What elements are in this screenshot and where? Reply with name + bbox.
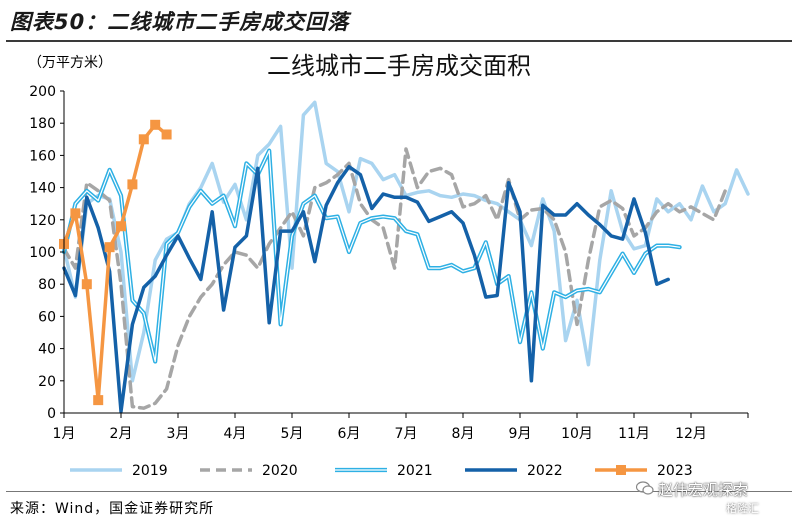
- y-tick-label: 40: [38, 342, 56, 358]
- series-2023-point: [93, 395, 104, 406]
- watermark-text: 赵伟宏观探索: [658, 481, 749, 499]
- x-tick-label: 4月: [224, 426, 247, 442]
- y-tick-label: 100: [29, 245, 56, 261]
- figure-title: 图表50：二线城市二手房成交回落: [10, 10, 350, 34]
- legend: 2019 2020 2021 2022 2023: [70, 463, 693, 479]
- x-tick-label: 3月: [167, 426, 190, 442]
- series-2022-line: [62, 164, 670, 414]
- source-divider: [6, 491, 792, 492]
- series-2023-point: [127, 179, 138, 190]
- y-axis-unit-label: （万平方米）: [28, 55, 112, 71]
- x-tick-label: 2月: [110, 426, 133, 442]
- y-tick-label: 200: [29, 84, 56, 100]
- x-tick-label: 9月: [509, 426, 532, 442]
- legend-label: 2020: [262, 463, 298, 479]
- series-2023-point: [161, 129, 172, 140]
- y-tick-label: 80: [38, 277, 56, 293]
- series-2021-line: [63, 150, 681, 363]
- series-layer: [59, 100, 750, 414]
- legend-label: 2019: [132, 463, 168, 479]
- title-divider: [6, 40, 792, 42]
- series-2023-point: [70, 208, 81, 219]
- series-2023-point: [81, 279, 92, 290]
- x-tick-label: 10月: [561, 426, 593, 442]
- x-tick-label: 6月: [338, 426, 361, 442]
- y-tick-label: 60: [38, 309, 56, 325]
- x-tick-label: 7月: [395, 426, 418, 442]
- watermark: 赵伟宏观探索 格隆汇: [630, 475, 795, 519]
- axis-layer: 0 20 40 60 80 100 120 140 160 180 200 1月 2月 3月 4月 5月 6月 7…: [29, 84, 749, 442]
- legend-marker: [616, 465, 626, 475]
- series-2023-point: [150, 119, 161, 130]
- x-tick-label: 11月: [618, 426, 650, 442]
- y-tick-label: 20: [38, 374, 56, 390]
- series-2023-point: [116, 221, 126, 232]
- series-2023-point: [138, 134, 149, 145]
- source-note: 来源：Wind，国金证券研究所: [10, 501, 215, 517]
- legend-label: 2023: [657, 463, 693, 479]
- legend-label: 2021: [397, 463, 433, 479]
- x-tick-label: 5月: [281, 426, 304, 442]
- watermark-subtext: 格隆汇: [726, 502, 759, 515]
- y-tick-label: 120: [29, 213, 56, 229]
- legend-label: 2022: [527, 463, 563, 479]
- y-tick-label: 140: [29, 181, 56, 197]
- series-2023-point: [104, 242, 115, 253]
- x-tick-label: 1月: [53, 426, 76, 442]
- chart-title: 二线城市二手房成交面积: [267, 52, 531, 80]
- y-tick-label: 160: [29, 148, 56, 164]
- series-2023-line: [62, 123, 169, 402]
- x-tick-label: 12月: [675, 426, 707, 442]
- y-tick-label: 0: [47, 406, 56, 422]
- wechat-icon: [636, 481, 654, 495]
- x-tick-label: 8月: [452, 426, 475, 442]
- series-2020-line: [62, 147, 727, 410]
- y-tick-label: 180: [29, 116, 56, 132]
